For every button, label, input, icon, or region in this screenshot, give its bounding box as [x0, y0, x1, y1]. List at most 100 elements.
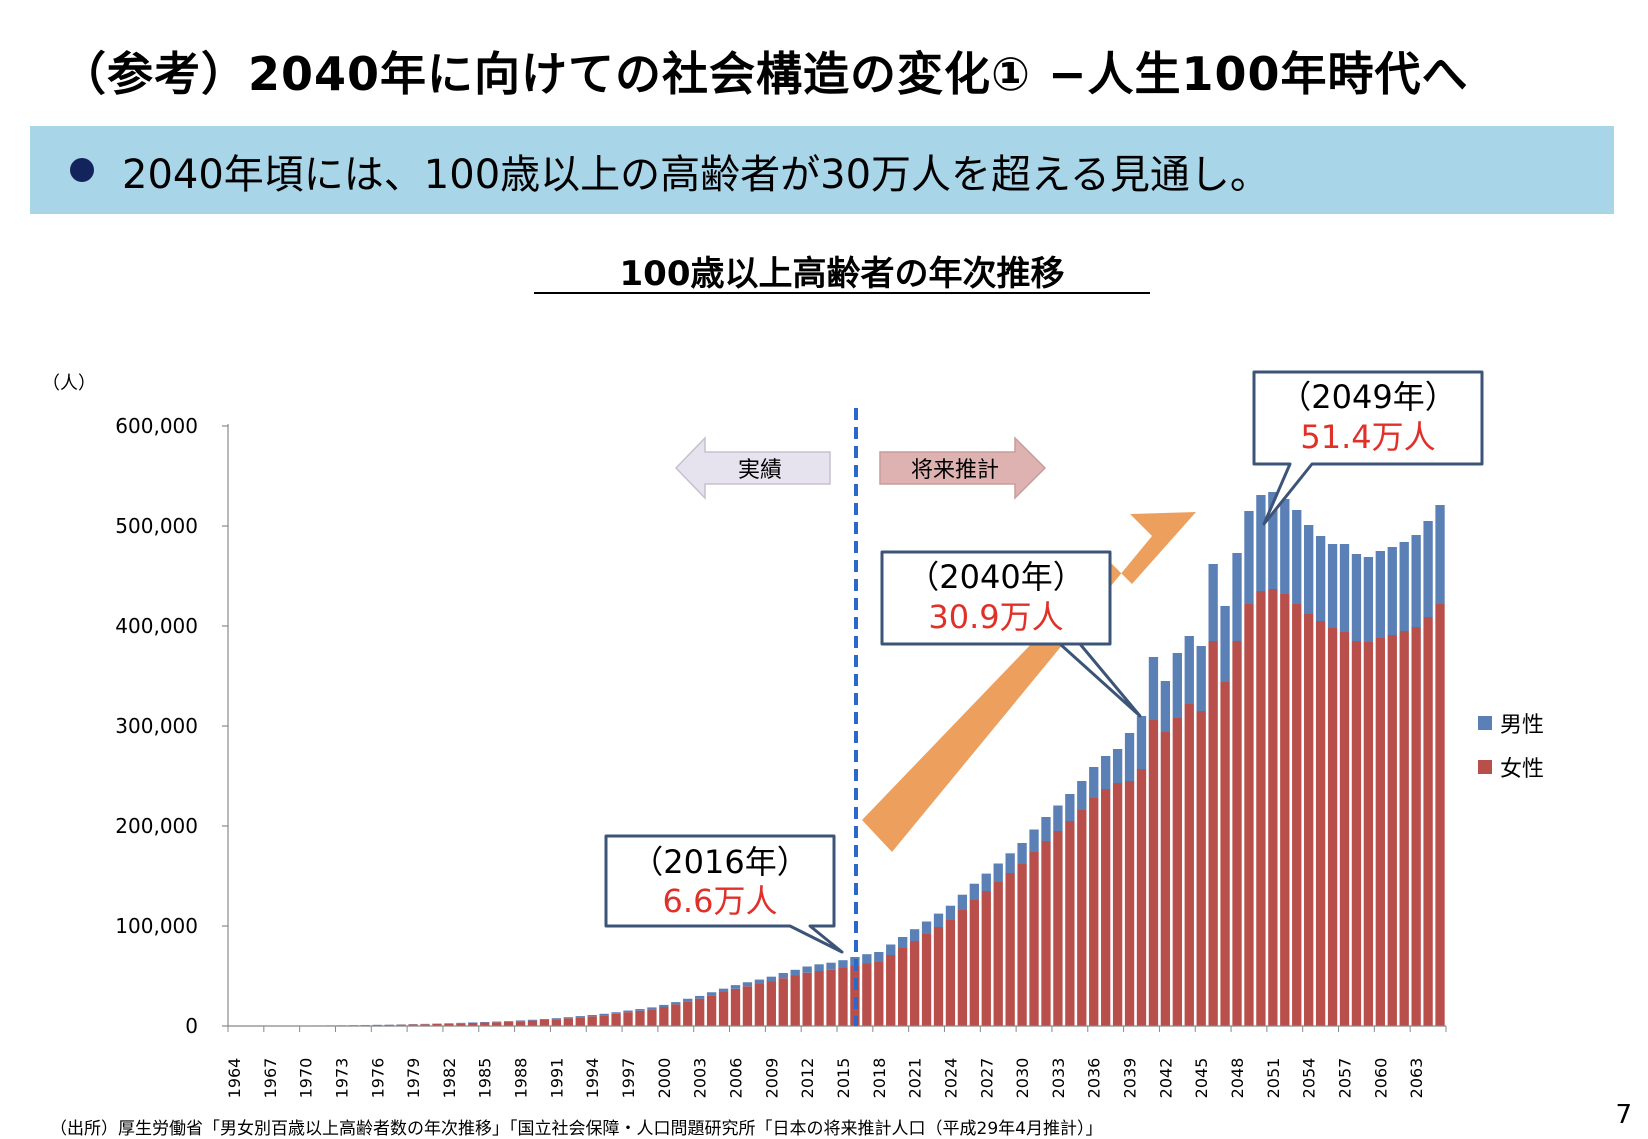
projection-label: 将来推計: [911, 458, 999, 483]
x-tick-label: 2039: [1121, 1058, 1140, 1099]
bar-male-2038: [1113, 749, 1122, 783]
x-tick-label: 1994: [583, 1058, 602, 1099]
x-tick-label: 2000: [655, 1058, 674, 1099]
bar-female-2017: [862, 964, 871, 1027]
bar-female-2043: [1173, 718, 1182, 1026]
bar-male-2008: [755, 980, 764, 984]
bar-female-2007: [743, 986, 752, 1026]
bar-female-2039: [1125, 781, 1134, 1026]
bar-female-2059: [1364, 642, 1373, 1026]
bar-female-2028: [994, 882, 1003, 1026]
bar-male-1988: [516, 1020, 525, 1021]
bar-female-2021: [910, 941, 919, 1026]
bar-male-1989: [528, 1020, 537, 1021]
bar-male-2044: [1185, 636, 1194, 704]
bar-male-2000: [659, 1005, 668, 1007]
bar-male-2014: [826, 963, 835, 970]
chart-legend: 男性 女性: [1478, 712, 1544, 800]
bar-female-2049: [1244, 604, 1253, 1026]
x-tick-label: 1985: [476, 1058, 495, 1099]
bar-female-2015: [838, 968, 847, 1026]
bar-female-2025: [958, 910, 967, 1026]
bar-male-2042: [1161, 681, 1170, 732]
bar-female-2029: [1005, 873, 1014, 1026]
bar-male-2009: [767, 977, 776, 982]
x-tick-label: 1979: [404, 1058, 423, 1099]
x-tick-label: 2042: [1156, 1058, 1175, 1099]
legend-item-male: 男性: [1478, 712, 1544, 734]
bar-female-2051: [1268, 589, 1277, 1026]
bar-female-2056: [1328, 628, 1337, 1026]
bar-female-2062: [1400, 631, 1409, 1026]
bar-male-2013: [814, 964, 823, 971]
bar-male-2059: [1364, 557, 1373, 642]
bar-male-2031: [1029, 830, 1038, 853]
bar-male-2023: [934, 914, 943, 927]
x-tick-label: 2015: [834, 1058, 853, 1099]
x-tick-label: 2063: [1407, 1058, 1426, 1099]
legend-swatch-female: [1478, 760, 1492, 774]
bar-female-2037: [1101, 789, 1110, 1026]
bar-male-2058: [1352, 554, 1361, 641]
bar-male-1998: [635, 1009, 644, 1011]
x-tick-label: 2009: [762, 1058, 781, 1099]
bar-male-2057: [1340, 544, 1349, 632]
bar-male-2025: [958, 895, 967, 910]
bar-male-2010: [779, 973, 788, 978]
bar-female-2046: [1208, 641, 1217, 1026]
bar-female-2035: [1077, 810, 1086, 1026]
bar-female-2034: [1065, 821, 1074, 1026]
bar-male-2061: [1388, 547, 1397, 635]
x-tick-label: 2012: [798, 1058, 817, 1099]
bar-female-2000: [659, 1007, 668, 1026]
bar-female-2005: [719, 992, 728, 1026]
bar-female-1998: [635, 1011, 644, 1026]
bar-male-2006: [731, 985, 740, 989]
bar-female-1999: [647, 1009, 656, 1026]
bar-male-2056: [1328, 544, 1337, 628]
bar-male-2019: [886, 945, 895, 956]
bar-female-2023: [934, 927, 943, 1026]
bar-male-1996: [611, 1012, 620, 1014]
legend-item-female: 女性: [1478, 756, 1544, 778]
bar-female-2024: [946, 920, 955, 1026]
bar-male-1997: [623, 1011, 632, 1013]
bar-male-2036: [1089, 767, 1098, 798]
callout-2049-value: 51.4万人: [1300, 418, 1435, 456]
legend-label-female: 女性: [1500, 751, 1544, 783]
source-note: （出所）厚生労働省「男女別百歳以上高齢者数の年次推移」「国立社会保障・人口問題研…: [50, 1114, 1102, 1139]
bar-female-2053: [1292, 604, 1301, 1026]
bar-female-1995: [599, 1015, 608, 1026]
x-tick-label: 2006: [727, 1058, 746, 1099]
bar-female-2036: [1089, 798, 1098, 1026]
x-tick-label: 1976: [368, 1058, 387, 1099]
bar-female-2006: [731, 989, 740, 1026]
bar-male-2033: [1053, 806, 1062, 832]
bar-male-1986: [492, 1022, 501, 1023]
bar-male-2026: [970, 884, 979, 900]
bar-male-2011: [791, 970, 800, 976]
x-tick-label: 2051: [1264, 1058, 1283, 1099]
bar-female-2048: [1232, 641, 1241, 1026]
x-tick-label: 2054: [1300, 1058, 1319, 1099]
callout-2016: （2016年） 6.6万人: [606, 836, 842, 952]
bar-female-2001: [671, 1004, 680, 1026]
bar-male-2055: [1316, 536, 1325, 621]
bar-female-2060: [1376, 638, 1385, 1026]
bars-layer: [229, 492, 1444, 1026]
bar-male-2053: [1292, 510, 1301, 604]
bar-female-2020: [898, 948, 907, 1026]
x-tick-label: 2033: [1049, 1058, 1068, 1099]
bar-female-2038: [1113, 783, 1122, 1026]
x-tick-label: 2045: [1192, 1058, 1211, 1099]
bar-female-1994: [588, 1016, 597, 1026]
bar-male-2045: [1197, 646, 1206, 711]
bar-male-2012: [802, 967, 811, 973]
bar-male-2028: [994, 864, 1003, 883]
bar-male-2029: [1005, 853, 1014, 873]
bar-female-2047: [1220, 682, 1229, 1026]
bar-female-1997: [623, 1012, 632, 1026]
bar-female-1991: [552, 1019, 561, 1026]
bar-male-2060: [1376, 551, 1385, 638]
